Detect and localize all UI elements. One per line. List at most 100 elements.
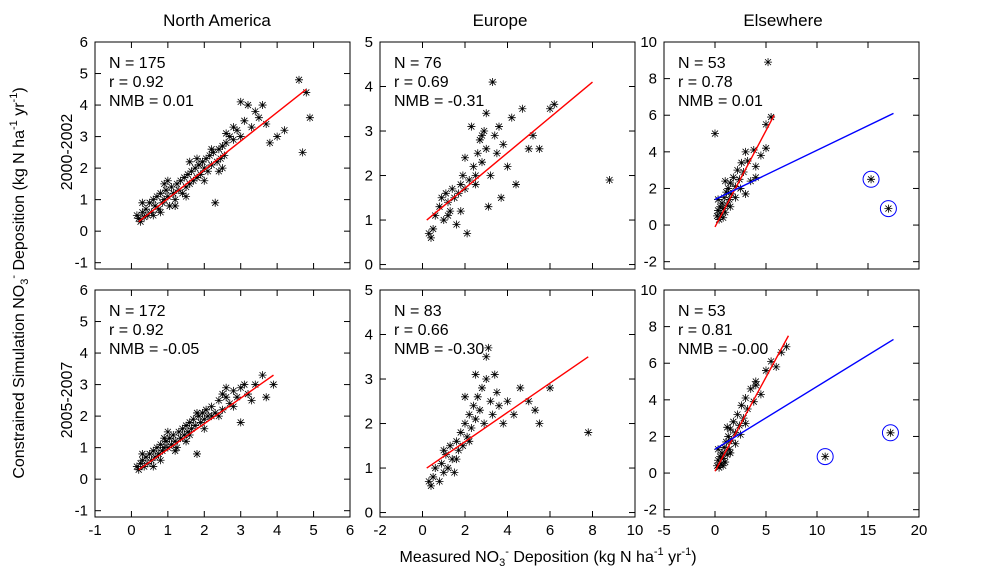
data-point — [429, 224, 438, 233]
data-point — [550, 100, 559, 109]
data-point — [777, 348, 786, 357]
x-tick-label: 0 — [711, 522, 719, 539]
data-point — [465, 175, 474, 184]
data-point — [478, 158, 486, 167]
stat-nmb: NMB = 0.01 — [109, 93, 194, 110]
data-point — [203, 167, 212, 176]
data-point — [482, 352, 491, 361]
data-point — [132, 462, 141, 471]
data-point — [731, 439, 740, 448]
data-point — [154, 205, 163, 214]
data-point — [495, 401, 503, 410]
data-point — [244, 101, 252, 110]
data-point — [772, 362, 781, 371]
data-point — [194, 160, 203, 169]
x-tick-label: 10 — [627, 522, 644, 539]
data-point — [222, 383, 231, 392]
data-point — [751, 162, 760, 171]
stat-n: N = 76 — [394, 55, 442, 72]
data-point — [535, 144, 544, 153]
stat-r: r = 0.92 — [109, 74, 164, 91]
data-point — [431, 211, 440, 220]
data-point — [431, 464, 440, 473]
plot-frame — [663, 41, 920, 270]
data-point — [465, 437, 474, 446]
data-point — [448, 184, 457, 193]
data-point — [531, 406, 540, 415]
y-tick-label: 0 — [80, 223, 88, 240]
data-point — [482, 375, 491, 384]
outlier-point — [821, 452, 830, 461]
plot-frame — [94, 41, 351, 270]
data-point — [189, 415, 198, 424]
data-point — [214, 412, 223, 421]
data-point — [193, 173, 201, 182]
x-tick-label: -2 — [373, 522, 386, 539]
stat-r: r = 0.66 — [394, 322, 449, 339]
data-point — [495, 122, 503, 131]
y-tick-label: 0 — [649, 217, 657, 234]
data-point — [524, 144, 533, 153]
data-point — [160, 195, 169, 204]
data-point — [488, 78, 497, 87]
y-tick-label: 6 — [649, 355, 657, 372]
data-point — [467, 122, 476, 131]
data-point — [171, 446, 180, 455]
data-point — [218, 142, 227, 151]
data-point — [240, 380, 249, 389]
data-point — [724, 184, 733, 193]
data-point — [465, 410, 474, 419]
data-point — [435, 202, 444, 211]
data-point — [214, 167, 223, 176]
data-point — [450, 468, 459, 477]
data-point — [145, 198, 154, 207]
data-point — [222, 129, 231, 138]
row-label-2000-2002: 2000-2002 — [59, 114, 76, 191]
y-tick-label: 0 — [80, 471, 88, 488]
fit-line-blue — [714, 112, 894, 201]
panel-elsewhere-2000-2002: -2 0 2 4 6 8 10 N = 53 r = 0.78 NMB = 0.01 — [640, 34, 920, 271]
data-point — [182, 421, 191, 430]
data-point — [535, 419, 544, 428]
x-tick-label: 20 — [911, 522, 928, 539]
data-point — [456, 428, 465, 437]
data-point — [490, 370, 499, 379]
data-point — [471, 415, 480, 424]
data-point — [444, 464, 452, 473]
data-point — [746, 177, 755, 186]
data-point — [136, 217, 145, 226]
data-point — [721, 177, 730, 186]
data-point — [482, 109, 491, 118]
data-point — [749, 146, 758, 155]
data-point — [584, 428, 593, 437]
data-point — [169, 189, 178, 198]
data-point — [726, 425, 735, 434]
data-point — [200, 424, 209, 433]
y-tick-label: 4 — [649, 392, 657, 409]
data-point — [714, 195, 723, 204]
data-point — [716, 452, 725, 461]
data-point — [160, 179, 169, 188]
data-point — [492, 388, 501, 397]
data-point — [715, 463, 724, 472]
y-tick-label: 0 — [365, 505, 373, 522]
data-point — [178, 189, 187, 198]
data-point — [751, 173, 760, 182]
data-point — [714, 445, 723, 454]
data-point — [725, 445, 734, 454]
data-point — [187, 424, 196, 433]
x-tick-label: 6 — [346, 522, 354, 539]
data-point — [467, 423, 476, 432]
x-tick-label: 15 — [860, 522, 877, 539]
data-point — [713, 211, 722, 220]
stat-n: N = 53 — [678, 303, 726, 320]
x-tick-label: 8 — [588, 522, 596, 539]
data-point — [218, 405, 227, 414]
y-tick-label: 2 — [80, 160, 88, 177]
data-point — [156, 456, 165, 465]
data-point — [151, 453, 160, 462]
data-point — [719, 461, 728, 470]
data-point — [176, 176, 185, 185]
stat-r: r = 0.78 — [678, 74, 733, 91]
